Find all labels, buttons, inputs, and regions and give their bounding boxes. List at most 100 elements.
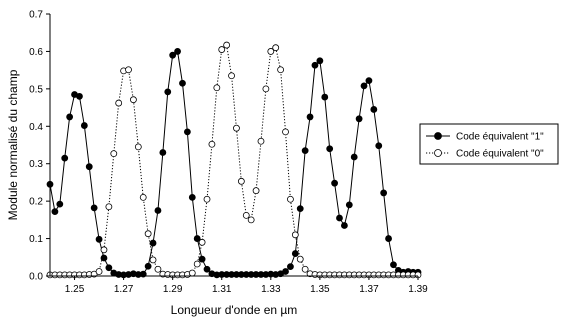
data-point-series-2 xyxy=(223,41,231,49)
y-tick-label: 0.0 xyxy=(29,272,43,283)
data-point-series-1 xyxy=(183,128,191,136)
y-tick-label: 0.3 xyxy=(29,159,43,170)
data-point-series-2 xyxy=(242,211,250,219)
legend-marker-2 xyxy=(434,149,442,157)
legend-label-1: Code équivalent "1" xyxy=(456,132,544,143)
data-point-series-2 xyxy=(301,265,309,273)
data-point-series-2 xyxy=(228,72,235,80)
data-point-series-2 xyxy=(233,124,240,132)
data-point-series-1 xyxy=(365,77,373,85)
data-point-series-2 xyxy=(208,140,216,148)
data-point-series-2 xyxy=(287,195,294,203)
data-point-series-1 xyxy=(169,51,177,59)
y-tick-label: 0.1 xyxy=(29,234,43,245)
data-point-series-2 xyxy=(100,246,108,254)
data-point-series-1 xyxy=(340,222,348,229)
data-point-series-1 xyxy=(370,106,378,113)
data-point-series-2 xyxy=(247,216,255,224)
data-point-series-1 xyxy=(316,57,324,65)
data-point-series-1 xyxy=(301,147,309,155)
data-point-series-1 xyxy=(326,145,334,153)
data-point-series-1 xyxy=(76,92,83,100)
x-tick-label: 1.39 xyxy=(408,284,428,295)
data-point-series-2 xyxy=(262,85,270,93)
data-point-series-1 xyxy=(100,254,108,262)
x-tick-label: 1.29 xyxy=(163,284,183,295)
data-point-series-2 xyxy=(115,99,123,107)
data-point-series-1 xyxy=(350,153,358,161)
data-point-series-2 xyxy=(282,128,289,136)
data-point-series-1 xyxy=(154,207,162,214)
data-point-series-2 xyxy=(125,66,132,74)
data-point-series-1 xyxy=(331,179,338,187)
data-point-series-1 xyxy=(66,113,74,121)
data-point-series-2 xyxy=(130,96,137,104)
data-point-series-1 xyxy=(56,200,64,208)
axes: 0.0 0.1 0.2 0.3 0.4 0.5 0.6 0.7 1.25 1.27 1.29 1.31… xyxy=(29,10,428,296)
data-point-series-1 xyxy=(321,93,329,101)
data-point-series-2 xyxy=(203,195,211,203)
data-point-series-1 xyxy=(198,255,206,263)
y-tick-label: 0.6 xyxy=(29,47,43,58)
data-point-series-1 xyxy=(287,263,294,271)
data-point-series-1 xyxy=(385,235,392,242)
data-point-series-2 xyxy=(218,46,226,53)
y-tick-label: 0.4 xyxy=(29,122,43,133)
data-point-series-1 xyxy=(311,61,319,69)
data-point-series-1 xyxy=(296,205,304,213)
y-axis-title: Module normalisé du champ xyxy=(6,69,20,220)
data-point-series-1 xyxy=(95,235,103,243)
data-point-series-1 xyxy=(380,189,388,197)
data-point-series-2 xyxy=(144,230,152,238)
data-point-series-1 xyxy=(105,264,113,272)
data-point-series-2 xyxy=(296,255,304,263)
x-tick-label: 1.35 xyxy=(310,284,330,295)
series-line-2 xyxy=(50,44,418,276)
x-tick-label: 1.27 xyxy=(114,284,134,295)
data-point-series-1 xyxy=(193,235,201,242)
data-point-series-1 xyxy=(174,48,181,55)
data-point-series-2 xyxy=(198,238,206,246)
x-tick-label: 1.31 xyxy=(212,284,232,295)
y-tick-label: 0.2 xyxy=(29,197,43,208)
data-point-series-1 xyxy=(144,262,152,270)
data-point-series-1 xyxy=(336,214,343,222)
data-point-series-2 xyxy=(105,203,113,211)
data-point-series-2 xyxy=(291,231,299,239)
data-point-series-2 xyxy=(252,187,260,195)
data-point-series-1 xyxy=(282,268,289,275)
data-point-series-1 xyxy=(51,208,59,216)
data-point-series-2 xyxy=(213,84,221,92)
data-point-series-1 xyxy=(85,163,93,171)
data-point-series-1 xyxy=(360,82,368,90)
data-point-series-2 xyxy=(267,48,275,55)
data-point-series-2 xyxy=(95,268,103,275)
data-point-series-2 xyxy=(272,44,280,52)
x-tick-label: 1.37 xyxy=(359,284,379,295)
data-point-series-2 xyxy=(188,269,196,277)
data-point-series-1 xyxy=(61,154,69,162)
data-point-series-2 xyxy=(139,193,147,201)
data-point-series-1 xyxy=(375,142,383,150)
y-tick-label: 0.7 xyxy=(29,10,43,21)
legend-marker-1 xyxy=(434,132,442,140)
data-point-series-2 xyxy=(154,265,162,273)
legend: Code équivalent "1" Code équivalent "0" xyxy=(419,123,559,165)
data-point-series-1 xyxy=(306,113,314,121)
data-point-series-1 xyxy=(203,265,211,273)
x-tick-label: 1.25 xyxy=(65,284,85,295)
legend-box xyxy=(419,123,559,165)
data-point-series-1 xyxy=(390,261,397,269)
x-tick-label: 1.33 xyxy=(261,284,281,295)
data-point-series-1 xyxy=(345,201,353,209)
data-point-series-1 xyxy=(159,149,167,156)
data-point-series-2 xyxy=(237,177,245,185)
data-point-series-2 xyxy=(257,137,265,145)
data-point-series-1 xyxy=(291,250,299,257)
data-point-series-2 xyxy=(110,150,118,158)
data-point-series-2 xyxy=(149,256,157,264)
legend-label-2: Code équivalent "0" xyxy=(456,149,544,160)
data-point-series-1 xyxy=(80,122,88,129)
data-point-series-1 xyxy=(164,88,172,96)
